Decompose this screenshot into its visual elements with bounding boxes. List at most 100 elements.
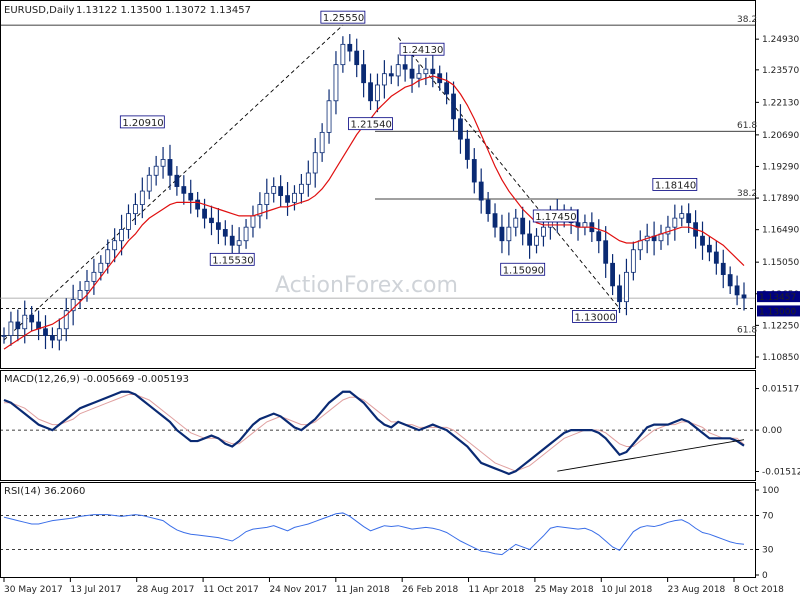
annotation-label: 1.13000 xyxy=(575,312,616,323)
annotation-box xyxy=(572,310,617,323)
rsi-y-tick-label: 70 xyxy=(762,512,774,522)
candle-body xyxy=(361,64,367,84)
candle-body xyxy=(617,285,622,303)
candle-body xyxy=(174,174,180,187)
candle-body xyxy=(167,159,173,176)
last-price-box xyxy=(757,291,800,303)
x-tick-label: 23 Aug 2018 xyxy=(668,585,726,595)
support-price-box xyxy=(757,305,800,317)
candle-body xyxy=(1,335,7,337)
annotation-box xyxy=(119,115,165,129)
candle-body xyxy=(160,159,166,167)
fib-level-label: 61.8 xyxy=(737,326,757,336)
macd-title: MACD(12,26,9) -0.005669 -0.005193 xyxy=(4,374,189,385)
macd-panel-frame xyxy=(0,370,756,481)
candle-body xyxy=(56,328,62,341)
x-tick-label: 10 Jul 2018 xyxy=(601,585,652,595)
last-price-label: 1.13457 xyxy=(759,293,796,303)
x-tick-label: 13 Jul 2017 xyxy=(70,585,121,595)
macd-signal-line xyxy=(4,393,745,472)
candle-body xyxy=(133,204,138,215)
x-tick-label: 11 Apr 2018 xyxy=(469,585,525,595)
candle-body xyxy=(202,208,207,219)
candle-body xyxy=(312,152,318,174)
watermark: ActionForex.com xyxy=(275,273,458,298)
candle-body xyxy=(8,321,14,336)
candle-body xyxy=(368,82,373,102)
x-tick-label: 28 Aug 2017 xyxy=(137,585,195,595)
price-y-tick-label: 1.20690 xyxy=(762,131,799,141)
candle-body xyxy=(713,251,719,264)
candle-body xyxy=(98,262,104,273)
x-tick-label: 30 May 2017 xyxy=(4,585,63,595)
annotation-label: 1.24130 xyxy=(402,45,443,56)
rsi-panel-frame xyxy=(0,482,756,578)
candle-body xyxy=(50,335,55,341)
candle-body xyxy=(672,217,678,228)
candle-body xyxy=(146,174,152,192)
price-trendline xyxy=(3,24,344,341)
price-trendline xyxy=(397,37,620,309)
macd-y-tick-label: -0.015126 xyxy=(762,468,800,478)
candle-body xyxy=(513,217,519,228)
price-y-tick-label: 1.10850 xyxy=(762,353,799,363)
annotation-box xyxy=(652,178,698,191)
candle-body xyxy=(188,192,194,201)
macd-y-tick-label: 0.00 xyxy=(762,426,782,436)
candle-body xyxy=(582,222,588,228)
annotation-label: 1.25550 xyxy=(323,13,364,24)
price-y-tick-label: 1.15050 xyxy=(762,258,799,268)
fib-level-label: 38.2 xyxy=(737,189,757,199)
support-price-label: 1.13000 xyxy=(759,307,796,317)
candle-body xyxy=(153,165,159,176)
candle-body xyxy=(77,289,83,300)
annotation-label: 1.15090 xyxy=(503,265,544,276)
candle-body xyxy=(215,222,221,230)
fib-level-label: 61.8 xyxy=(737,121,757,131)
x-tick-label: 25 May 2018 xyxy=(535,585,594,595)
candle-body xyxy=(430,68,436,75)
candle-body xyxy=(285,195,290,203)
candle-body xyxy=(624,271,629,303)
annotation-box xyxy=(500,262,546,276)
candle-body xyxy=(527,233,533,246)
candle-body xyxy=(707,244,712,253)
candle-body xyxy=(195,199,201,210)
candle-body xyxy=(271,186,277,194)
candle-body xyxy=(354,50,360,66)
candle-body xyxy=(423,68,429,75)
price-y-tick-label: 1.12250 xyxy=(762,321,799,331)
candle-body xyxy=(492,213,498,228)
annotation-label: 1.15530 xyxy=(212,255,253,266)
annotation-label: 1.17450 xyxy=(535,212,576,223)
price-layer: 1.24930 1.23570 1.22130 1.20690 1.19290 1.178… xyxy=(0,10,800,363)
candle-body xyxy=(292,192,297,203)
fib-level-label: 38.2 xyxy=(737,15,757,25)
price-y-tick-label: 1.19290 xyxy=(762,162,799,172)
macd-line xyxy=(3,390,745,476)
candle-body xyxy=(333,64,339,102)
candle-body xyxy=(679,213,685,219)
annotation-box xyxy=(532,209,578,223)
candle-body xyxy=(485,199,491,215)
candle-body xyxy=(243,226,249,242)
candle-body xyxy=(478,181,484,201)
candle-body xyxy=(610,262,615,287)
candle-body xyxy=(340,43,346,66)
candle-body xyxy=(84,280,90,291)
price-y-tick-label: 1.23570 xyxy=(762,66,799,76)
rsi-layer: RSI(14) 36.2060 100 70 30 0 xyxy=(0,486,779,581)
candle-body xyxy=(416,73,422,79)
candle-body xyxy=(236,240,242,246)
x-tick-label: 11 Jan 2018 xyxy=(336,585,390,595)
candle-body xyxy=(319,131,325,154)
candle-body xyxy=(637,240,643,251)
candle-body xyxy=(278,186,284,196)
candle-body xyxy=(264,192,270,206)
price-y-tick-label: 1.16490 xyxy=(762,226,799,236)
candle-body xyxy=(395,64,401,77)
candle-body xyxy=(471,159,477,183)
x-axis: 30 May 2017 13 Jul 2017 28 Aug 2017 11 Oct … xyxy=(3,578,784,595)
candle-body xyxy=(381,73,387,86)
